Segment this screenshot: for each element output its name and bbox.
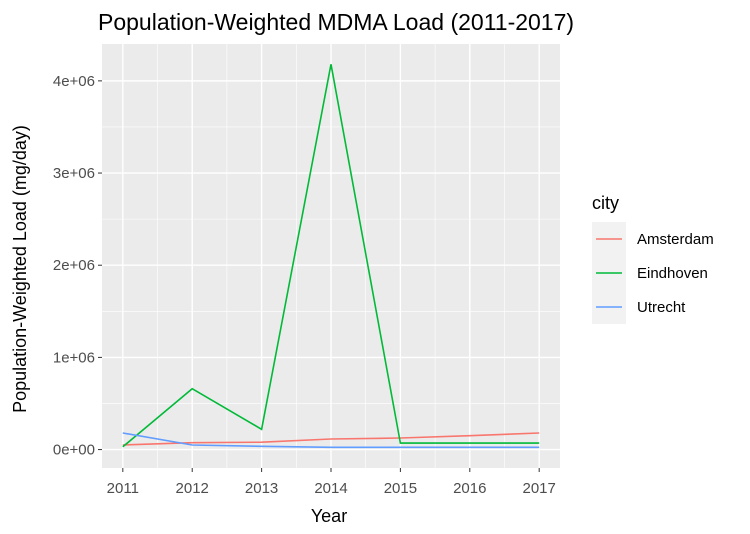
chart-title: Population-Weighted MDMA Load (2011-2017… (98, 9, 574, 35)
x-tick-label: 2011 (107, 480, 139, 497)
legend-title: city (592, 193, 619, 213)
legend-label-utrecht: Utrecht (637, 299, 686, 316)
series-line-amsterdam (122, 432, 540, 446)
y-axis-ticks: 0e+00 1e+06 2e+06 3e+06 4e+06 (53, 73, 102, 459)
x-tick-label: 2014 (314, 480, 347, 497)
legend-label-eindhoven: Eindhoven (637, 265, 708, 282)
y-tick-label: 4e+06 (53, 73, 95, 90)
x-axis-ticks: 2011 2012 2013 2014 2015 2016 2017 (107, 468, 556, 497)
series-line-eindhoven (122, 64, 540, 448)
y-tick-label: 1e+06 (53, 349, 95, 366)
major-gridlines (102, 44, 560, 468)
legend-label-amsterdam: Amsterdam (637, 231, 714, 248)
y-tick-label: 0e+00 (53, 442, 95, 459)
y-tick-label: 3e+06 (53, 165, 95, 182)
series-lines (122, 64, 540, 449)
x-tick-label: 2016 (453, 480, 486, 497)
x-axis-title: Year (311, 506, 347, 526)
series-line-utrecht (122, 432, 540, 449)
y-tick-label: 2e+06 (53, 257, 95, 274)
x-tick-label: 2017 (522, 480, 555, 497)
legend: city Amsterdam Eindhoven Utrecht (592, 193, 714, 324)
x-tick-label: 2012 (176, 480, 209, 497)
y-axis-title: Population-Weighted Load (mg/day) (10, 125, 30, 413)
x-tick-label: 2015 (384, 480, 417, 497)
x-tick-label: 2013 (245, 480, 278, 497)
